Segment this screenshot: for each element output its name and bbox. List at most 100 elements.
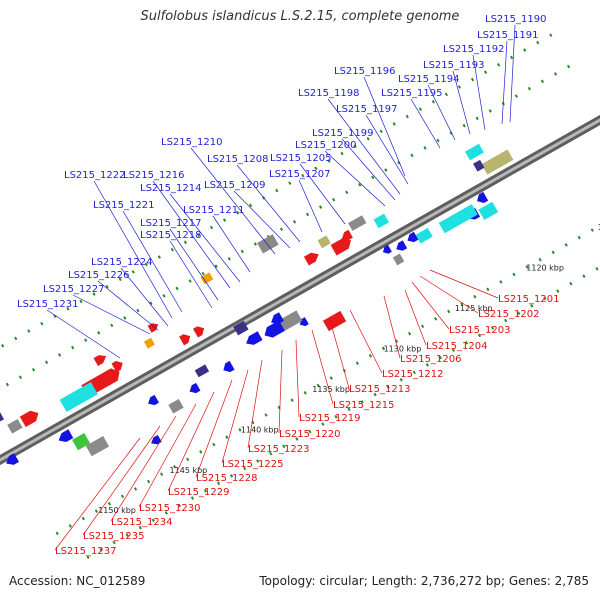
gene-feature <box>168 398 184 414</box>
gene-feature <box>111 361 123 373</box>
gene-feature <box>58 429 74 442</box>
gene-feature <box>93 355 107 366</box>
forward-gene-label: LS215_1193 <box>423 60 484 71</box>
gene-arrow <box>330 238 351 256</box>
forward-gene-label: LS215_1221 <box>93 200 154 211</box>
forward-label-leader <box>324 150 386 207</box>
gene-arrow <box>189 382 201 394</box>
forward-gene-label: LS215_1197 <box>336 104 397 115</box>
scale-label: 1130 kbp <box>384 344 422 353</box>
gene-feature <box>322 310 347 332</box>
reverse-gene-label: LS215_1202 <box>478 309 539 320</box>
reverse-label-leader <box>311 329 334 405</box>
gene-feature <box>257 234 279 254</box>
forward-gene-label: LS215_1199 <box>312 128 373 139</box>
reverse-label-leader <box>278 349 283 434</box>
gene-feature <box>264 320 285 338</box>
forward-label-leader <box>236 164 301 243</box>
forward-gene-label: LS215_1210 <box>161 137 222 148</box>
forward-label-leader <box>427 84 456 141</box>
forward-label-leader <box>169 193 241 283</box>
gene-feature <box>396 240 408 251</box>
gene-feature <box>481 149 514 175</box>
gene-feature <box>143 337 155 349</box>
gene-block <box>473 159 485 172</box>
gene-feature <box>147 323 159 333</box>
gene-feature <box>59 382 98 412</box>
forward-gene-label: LS215_1216 <box>123 170 184 181</box>
gene-arrow <box>303 252 319 266</box>
forward-label-leader <box>452 70 471 135</box>
scale-label: 1145 kbp <box>170 466 208 475</box>
forward-label-leader <box>72 294 151 335</box>
reverse-gene-label: LS215_1230 <box>139 503 200 514</box>
forward-label-leader <box>472 54 486 131</box>
gene-arrow <box>148 394 160 406</box>
gene-feature <box>299 317 309 327</box>
gene-feature <box>148 394 160 406</box>
forward-gene-label: LS215_1226 <box>68 270 129 281</box>
gene-feature <box>373 213 390 229</box>
gene-feature <box>392 253 405 266</box>
gene-feature <box>348 215 367 231</box>
forward-gene-label: LS215_1196 <box>334 66 395 77</box>
gene-arrow <box>193 326 205 338</box>
reverse-label-leader <box>404 289 427 346</box>
forward-label-leader <box>169 228 219 301</box>
gene-feature <box>200 272 214 285</box>
reverse-label-leader <box>221 369 249 464</box>
reverse-label-leader <box>195 379 233 478</box>
gene-feature <box>6 453 19 465</box>
reverse-label-leader <box>329 319 350 389</box>
gene-feature <box>271 312 284 324</box>
scale-label: 1120 kbp <box>526 264 564 273</box>
reverse-gene-label: LS215_1234 <box>111 517 172 528</box>
reverse-label-leader <box>383 295 401 359</box>
gene-block <box>415 227 433 244</box>
reverse-label-leader <box>54 437 141 551</box>
gene-feature <box>438 204 478 234</box>
gene-feature <box>330 238 351 256</box>
gene-feature <box>341 229 353 241</box>
gene-block <box>85 436 110 457</box>
reverse-gene-label: LS215_1203 <box>449 325 510 336</box>
genome-summary: Topology: circular; Length: 2,736,272 bp… <box>259 574 589 588</box>
gene-feature <box>179 334 191 346</box>
gene-block <box>233 320 249 336</box>
gene-block <box>478 201 499 221</box>
gene-arrow <box>58 429 74 442</box>
forward-label-leader <box>152 180 231 289</box>
accession-label: Accession: NC_012589 <box>9 574 146 588</box>
gene-block <box>392 253 405 266</box>
forward-gene-label: LS215_1218 <box>140 230 201 241</box>
reverse-gene-label: LS215_1215 <box>333 400 394 411</box>
gene-arrow <box>264 320 285 338</box>
gene-arrow <box>246 331 263 345</box>
gene-arrow <box>6 453 19 465</box>
gene-feature <box>279 310 303 331</box>
reverse-gene-label: LS215_1223 <box>248 444 309 455</box>
forward-label-leader <box>97 280 159 331</box>
reverse-label-leader <box>247 359 263 449</box>
reverse-label-leader <box>82 425 161 536</box>
gene-feature <box>7 418 23 434</box>
forward-gene-label: LS215_1222 <box>64 170 125 181</box>
gene-block <box>59 382 98 412</box>
reverse-gene-label: LS215_1201 <box>498 294 559 305</box>
forward-gene-label: LS215_1208 <box>207 154 268 165</box>
guide-dots <box>44 224 600 542</box>
forward-label-leader <box>93 180 173 319</box>
gene-block <box>168 398 184 414</box>
forward-label-leader <box>299 163 346 225</box>
gene-block <box>0 411 5 426</box>
scale-label: 1140 kbp <box>241 425 279 434</box>
gene-arrow <box>179 334 191 346</box>
forward-label-leader <box>190 147 276 255</box>
gene-arrow <box>382 244 392 254</box>
scale-label: 1125 kbp <box>455 304 493 313</box>
forward-gene-label: LS215_1195 <box>381 88 442 99</box>
gene-arrow <box>271 312 284 324</box>
gene-block <box>194 364 210 378</box>
forward-label-leader <box>501 40 508 125</box>
gene-feature <box>382 244 392 254</box>
